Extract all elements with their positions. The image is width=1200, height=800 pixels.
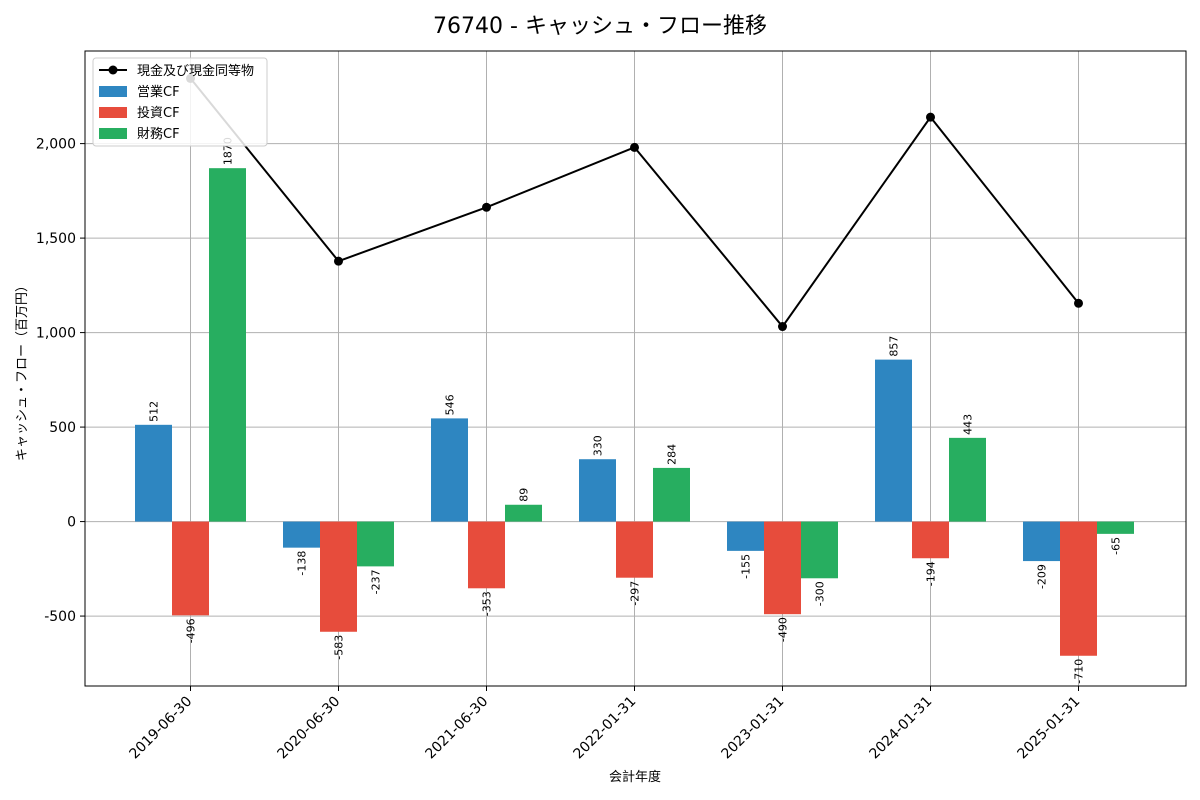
bar-value-label: -300 <box>814 581 827 606</box>
bar-value-label: -353 <box>481 591 494 616</box>
legend-bar-swatch <box>99 107 127 118</box>
bar <box>1060 521 1097 656</box>
y-tick-label: 1,500 <box>36 231 76 247</box>
bar-value-label: -209 <box>1036 564 1049 589</box>
legend-bar-swatch <box>99 86 127 97</box>
cash-balance-point <box>334 256 343 266</box>
bar-value-label: -496 <box>185 618 198 643</box>
bar <box>1097 521 1134 534</box>
cash-balance-point <box>630 142 639 152</box>
bar <box>468 521 505 589</box>
bar-value-label: -583 <box>333 635 346 660</box>
bar-value-label: 89 <box>518 488 531 502</box>
bar-value-label: -490 <box>777 617 790 642</box>
bar <box>875 359 912 522</box>
line-layer <box>186 73 1083 332</box>
bar <box>616 521 653 578</box>
y-tick-label: 2,000 <box>36 137 76 153</box>
bar <box>357 521 394 567</box>
bar-value-label: -138 <box>296 551 309 576</box>
legend-label: 投資CF <box>137 105 180 121</box>
y-axis-label: キャッシュ・フロー（百万円） <box>15 279 30 461</box>
bar <box>653 467 690 522</box>
bars-layer <box>135 168 1134 656</box>
bar-value-label: 330 <box>592 435 605 456</box>
y-tick-label: -500 <box>44 609 76 625</box>
bar <box>431 418 468 522</box>
bar <box>579 459 616 522</box>
labels-layer: 512 -138 546 330 -155 857 -209 -496 -583 -353 -297… <box>148 137 1123 684</box>
x-axis-label: 会計年度 <box>609 769 661 785</box>
bar <box>727 521 764 551</box>
cash-balance-point <box>926 112 935 122</box>
y-tick-label: 1,000 <box>36 326 76 342</box>
bar <box>912 521 949 559</box>
bar-value-label: 546 <box>444 394 457 415</box>
legend-label: 現金及び現金同等物 <box>137 63 254 79</box>
legend-line-marker <box>108 65 118 75</box>
bar <box>949 437 986 522</box>
bar <box>209 168 246 522</box>
bar-value-label: -237 <box>370 569 383 594</box>
bar <box>135 424 172 522</box>
legend-label: 営業CF <box>137 84 180 100</box>
y-tick-label: 0 <box>67 515 76 531</box>
bar-value-label: 443 <box>962 414 975 435</box>
bar <box>505 504 542 522</box>
legend-bar-swatch <box>99 128 127 139</box>
bar <box>801 521 838 579</box>
cash-balance-point <box>482 202 491 212</box>
chart-title: 76740 - キャッシュ・フロー推移 <box>433 14 767 39</box>
bar-value-label: 512 <box>148 401 161 422</box>
legend-label: 財務CF <box>137 127 180 142</box>
y-tick-label: 500 <box>49 420 76 436</box>
cash-balance-point <box>778 322 787 332</box>
cash-balance-point <box>1074 298 1083 308</box>
bar-value-label: -710 <box>1073 659 1086 684</box>
bar-value-label: 284 <box>666 444 679 465</box>
plot-frame <box>84 50 1187 687</box>
bar-value-label: -65 <box>1110 537 1123 555</box>
bar <box>1023 521 1060 562</box>
bar-value-label: -297 <box>629 581 642 606</box>
bar <box>320 521 357 632</box>
bar <box>764 521 801 615</box>
bar-value-label: 857 <box>888 336 901 357</box>
legend-box <box>92 57 268 147</box>
bar-value-label: -155 <box>740 554 753 579</box>
bar <box>283 521 320 548</box>
bar <box>172 521 209 616</box>
bar-value-label: -194 <box>925 561 938 586</box>
